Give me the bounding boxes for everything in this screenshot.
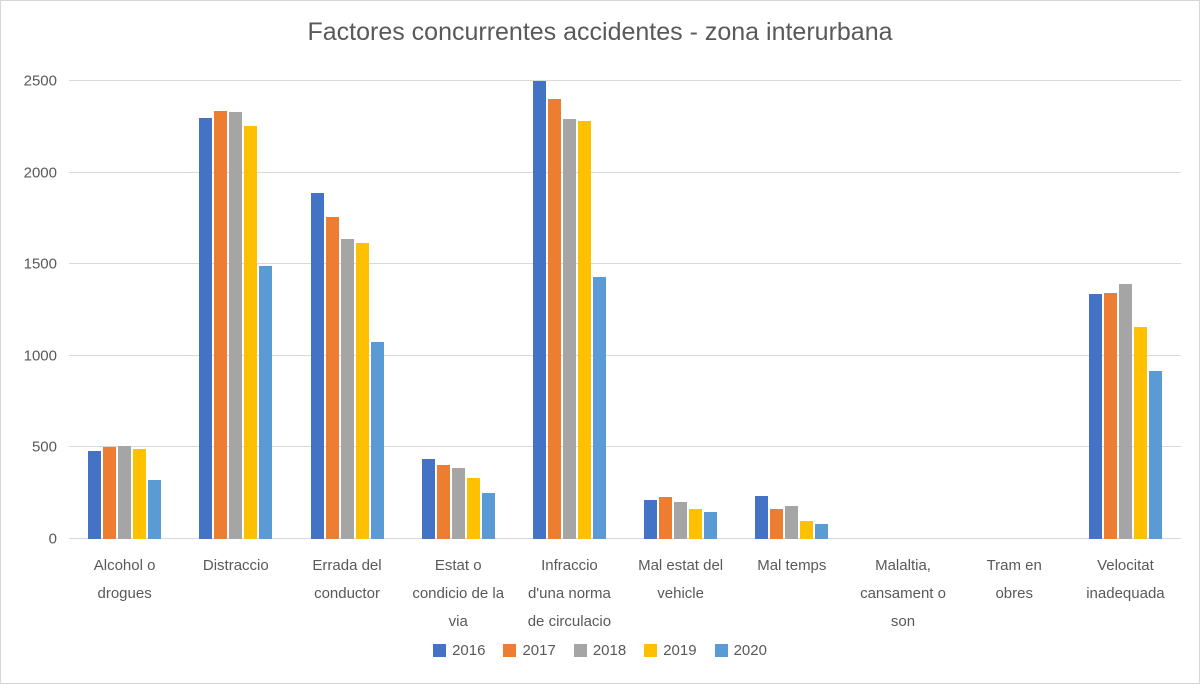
bar-2016 bbox=[310, 192, 324, 539]
legend-swatch-icon bbox=[714, 644, 728, 657]
x-category-label: Malaltia, cansament o son bbox=[860, 557, 946, 630]
legend-label: 2019 bbox=[663, 642, 697, 659]
x-category-label: Estat o condicio de la via bbox=[412, 557, 505, 630]
bar-2019 bbox=[577, 121, 591, 539]
y-tick-label: 1000 bbox=[23, 347, 57, 365]
bar-2016 bbox=[88, 451, 102, 539]
legend-swatch-icon bbox=[433, 644, 447, 657]
bar-2018 bbox=[229, 112, 243, 539]
bar-2016 bbox=[644, 499, 658, 539]
x-category-label: Distraccio bbox=[202, 557, 269, 574]
bar-2018 bbox=[340, 239, 354, 539]
y-tick-label: 2000 bbox=[23, 164, 57, 182]
bar-group bbox=[69, 81, 180, 539]
y-tick-label: 1500 bbox=[23, 255, 57, 273]
gridline bbox=[69, 263, 1181, 265]
legend-label: 2018 bbox=[592, 642, 627, 659]
bar-2019 bbox=[466, 477, 480, 539]
legend-label: 2016 bbox=[452, 642, 486, 659]
chart-title: Factores concurrentes accidentes - zona … bbox=[307, 18, 893, 46]
bar-group bbox=[625, 81, 736, 539]
legend-item-2020: 2020 bbox=[714, 642, 767, 659]
legend-swatch-icon bbox=[503, 644, 517, 657]
y-tick-label: 0 bbox=[48, 530, 57, 548]
bar-2016 bbox=[199, 117, 213, 539]
x-category-label: Mal estat del vehicle bbox=[638, 557, 724, 602]
x-category-label: Tram en obres bbox=[986, 557, 1042, 602]
bar-2020 bbox=[815, 524, 829, 539]
bar-2016 bbox=[1088, 293, 1102, 539]
x-category-label: Velocitat inadequada bbox=[1086, 557, 1165, 602]
gridline bbox=[69, 171, 1181, 173]
gridline bbox=[69, 446, 1181, 448]
y-tick-label: 500 bbox=[31, 438, 57, 456]
legend-item-2017: 2017 bbox=[503, 642, 556, 659]
plot-area bbox=[69, 80, 1181, 539]
bar-2020 bbox=[592, 277, 606, 539]
bar-2019 bbox=[133, 449, 147, 539]
bar-2017 bbox=[770, 508, 784, 539]
x-category-label: Errada del conductor bbox=[312, 557, 382, 602]
bar-2019 bbox=[355, 243, 369, 539]
bar-groups bbox=[69, 81, 1181, 539]
bar-group bbox=[403, 81, 514, 539]
legend-item-2019: 2019 bbox=[644, 642, 697, 659]
bar-2020 bbox=[259, 266, 273, 539]
y-axis: 0 500 1000 1500 2000 2500 bbox=[1, 73, 57, 548]
bar-2020 bbox=[704, 512, 718, 539]
bar-2018 bbox=[785, 506, 799, 539]
bar-2020 bbox=[1148, 371, 1162, 539]
bar-2017 bbox=[436, 464, 450, 539]
bar-group bbox=[291, 81, 402, 539]
legend-item-2018: 2018 bbox=[573, 642, 627, 659]
legend-label: 2017 bbox=[522, 642, 556, 659]
bar-2016 bbox=[421, 459, 435, 539]
bar-2020 bbox=[370, 342, 384, 539]
bar-2016 bbox=[532, 81, 546, 539]
x-axis-line bbox=[69, 538, 1181, 539]
gridline bbox=[69, 354, 1181, 356]
bar-2016 bbox=[755, 495, 769, 539]
x-category-label: Infraccio d'una norma de circulacio bbox=[527, 557, 612, 630]
bar-2018 bbox=[562, 119, 576, 539]
bar-2017 bbox=[547, 99, 561, 539]
bar-group bbox=[959, 81, 1070, 539]
gridline bbox=[69, 80, 1181, 81]
legend-label: 2020 bbox=[733, 642, 767, 659]
bar-2019 bbox=[244, 125, 258, 539]
bar-group bbox=[180, 81, 291, 539]
legend-swatch-icon bbox=[573, 644, 587, 657]
bar-group bbox=[1070, 81, 1181, 539]
x-category-label: Mal temps bbox=[757, 557, 827, 574]
bar-group bbox=[736, 81, 847, 539]
bar-2017 bbox=[659, 496, 673, 539]
bar-2017 bbox=[325, 216, 339, 539]
bar-2020 bbox=[481, 493, 495, 539]
x-axis: Alcohol o drogues Distraccio Errada del co… bbox=[69, 552, 1181, 635]
bar-2017 bbox=[103, 447, 117, 539]
bar-2020 bbox=[148, 480, 162, 539]
bar-2018 bbox=[118, 445, 132, 539]
y-tick-label: 2500 bbox=[23, 72, 57, 90]
legend-item-2016: 2016 bbox=[433, 642, 485, 659]
bar-2017 bbox=[1103, 292, 1117, 539]
bar-group bbox=[847, 81, 958, 539]
bar-group bbox=[514, 81, 625, 539]
bar-2017 bbox=[214, 111, 228, 539]
bar-2018 bbox=[451, 467, 465, 539]
x-category-label: Alcohol o drogues bbox=[93, 557, 156, 602]
bar-2019 bbox=[800, 520, 814, 539]
bar-2018 bbox=[674, 502, 688, 539]
bar-2019 bbox=[689, 508, 703, 539]
bar-2018 bbox=[1118, 284, 1132, 539]
legend-swatch-icon bbox=[644, 644, 658, 657]
bar-2019 bbox=[1133, 326, 1147, 539]
legend: 2016 2017 2018 2019 2020 bbox=[1, 642, 1199, 659]
